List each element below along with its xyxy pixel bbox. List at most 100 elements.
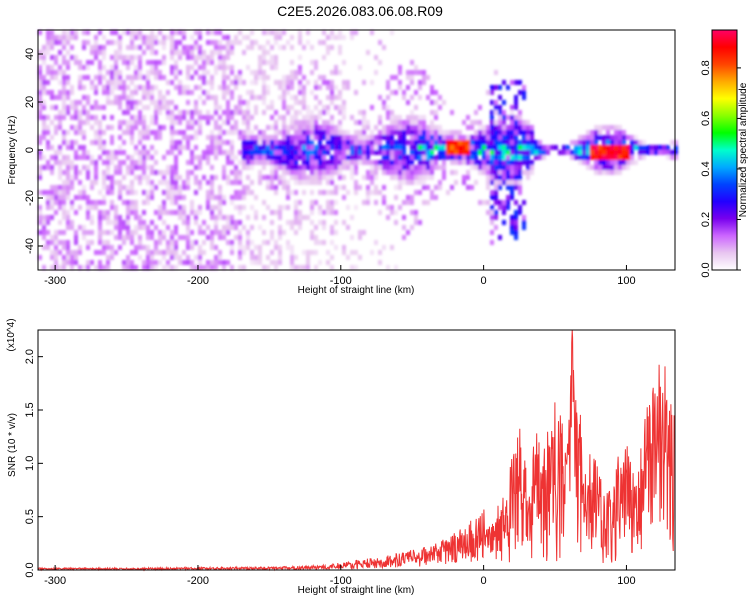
spectrogram-cell	[162, 105, 166, 110]
spectrogram-cell	[110, 180, 114, 185]
spectrogram-cell	[386, 205, 390, 210]
spectrogram-cell	[422, 70, 426, 75]
spectrogram-cell	[242, 110, 246, 115]
spectrogram-cell	[438, 125, 442, 130]
spectrogram-cell	[266, 135, 270, 140]
spectrogram-cell	[282, 140, 286, 145]
spectrogram-cell	[314, 180, 318, 185]
spectrogram-cell	[226, 55, 230, 60]
spectrogram-cell	[126, 255, 130, 260]
spectrogram-cell	[614, 125, 618, 130]
spectrogram-cell	[526, 120, 530, 125]
spectrogram-cell	[494, 150, 498, 155]
spectrogram-cell	[322, 130, 326, 135]
spectrogram-cell	[310, 170, 314, 175]
spectrogram-cell	[502, 160, 506, 165]
spectrogram-cell	[342, 175, 346, 180]
spectrogram-cell	[386, 95, 390, 100]
spectrogram-cell	[134, 160, 138, 165]
spectrogram-cell	[142, 95, 146, 100]
spectrogram-cell	[366, 170, 370, 175]
spectrogram-cell	[142, 125, 146, 130]
spectrogram-cell	[90, 85, 94, 90]
spectrogram-cell	[382, 145, 386, 150]
spectrogram-cell	[58, 70, 62, 75]
spectrogram-cell	[326, 80, 330, 85]
spectrogram-cell	[298, 170, 302, 175]
spectrogram-cell	[182, 50, 186, 55]
spectrogram-cell	[610, 150, 614, 155]
spectrogram-cell	[342, 250, 346, 255]
spectrogram-cell	[330, 210, 334, 215]
spectrogram-cell	[354, 135, 358, 140]
spectrogram-cell	[350, 140, 354, 145]
spectrogram-cell	[510, 230, 514, 235]
spectrogram-cell	[202, 80, 206, 85]
spectrogram-cell	[110, 250, 114, 255]
spectrogram-cell	[618, 135, 622, 140]
spectrogram-cell	[414, 190, 418, 195]
spectrogram-cell	[286, 220, 290, 225]
spectrogram-cell	[206, 205, 210, 210]
spectrogram-cell	[570, 155, 574, 160]
spectrogram-cell	[606, 145, 610, 150]
spectrogram-cell	[286, 80, 290, 85]
spectrogram-cell	[602, 140, 606, 145]
spectrogram-cell	[162, 180, 166, 185]
spectrogram-cell	[378, 115, 382, 120]
spectrogram-cell	[62, 265, 66, 270]
spectrogram-cell	[110, 75, 114, 80]
spectrogram-cell	[106, 40, 110, 45]
spectrogram-cell	[390, 120, 394, 125]
spectrogram-cell	[138, 180, 142, 185]
spectrogram-cell	[382, 130, 386, 135]
spectrogram-cell	[150, 255, 154, 260]
spectrogram-cell	[470, 185, 474, 190]
spectrogram-cell	[474, 110, 478, 115]
spectrogram-cell	[454, 130, 458, 135]
spectrogram-cell	[138, 35, 142, 40]
spectrogram-cell	[162, 35, 166, 40]
spectrogram-cell	[62, 35, 66, 40]
spectrogram-cell	[258, 245, 262, 250]
spectrogram-cell	[594, 135, 598, 140]
spectrogram-cell	[214, 135, 218, 140]
spectrogram-cell	[290, 265, 294, 270]
spectrogram-cell	[298, 175, 302, 180]
spectrogram-cell	[410, 120, 414, 125]
spectrogram-cell	[442, 100, 446, 105]
spectrogram-cell	[426, 130, 430, 135]
spectrogram-cell	[274, 60, 278, 65]
spectrogram-cell	[206, 160, 210, 165]
spectrogram-cell	[362, 145, 366, 150]
spectrogram-cell	[190, 230, 194, 235]
spectrogram-cell	[82, 85, 86, 90]
spectrogram-cell	[206, 145, 210, 150]
spectrogram-cell	[142, 200, 146, 205]
spectrogram-cell	[178, 190, 182, 195]
spectrogram-cell	[526, 170, 530, 175]
spectrogram-cell	[198, 35, 202, 40]
spectrogram-cell	[218, 190, 222, 195]
spectrogram-cell	[150, 165, 154, 170]
spectrogram-cell	[506, 145, 510, 150]
spectrogram-cell	[594, 125, 598, 130]
spectrogram-cell	[230, 90, 234, 95]
spectrogram-cell	[90, 45, 94, 50]
spectrogram-cell	[174, 130, 178, 135]
colorbar-ticks: 0.00.20.40.60.8	[700, 60, 741, 278]
spectrogram-cell	[566, 150, 570, 155]
spectrogram-cell	[318, 180, 322, 185]
spectrogram-cell	[394, 145, 398, 150]
spectrogram-cell	[314, 160, 318, 165]
spectrogram-cell	[70, 85, 74, 90]
spectrogram-cell	[250, 225, 254, 230]
spectrogram-cell	[246, 245, 250, 250]
spectrogram-cell	[322, 120, 326, 125]
spectrogram-cell	[510, 190, 514, 195]
spectrogram-cell	[370, 150, 374, 155]
spectrogram-cell	[222, 175, 226, 180]
spectrogram-cell	[246, 100, 250, 105]
spectrogram-cell	[362, 110, 366, 115]
spectrogram-cell	[298, 90, 302, 95]
